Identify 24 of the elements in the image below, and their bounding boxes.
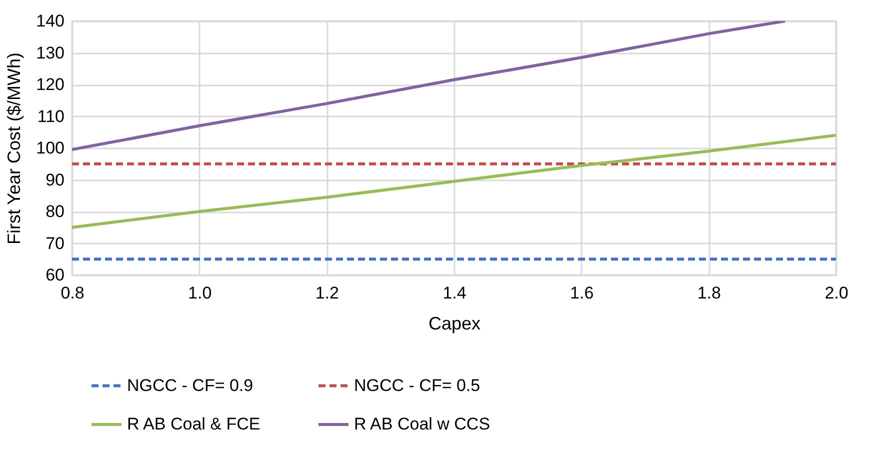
x-tick-label: 1.4 <box>442 284 466 302</box>
x-tick-label: 0.8 <box>60 284 84 302</box>
y-tick-label: 80 <box>46 202 64 221</box>
y-tick-label: 110 <box>37 106 64 126</box>
line-series <box>72 134 836 229</box>
y-tick-label: 60 <box>46 266 64 284</box>
line-series <box>72 21 787 152</box>
x-axis-title: Capex <box>428 314 481 334</box>
y-axis-title: First Year Cost ($/MWh) <box>4 52 24 245</box>
legend-label: NGCC - CF= 0.5 <box>354 376 480 395</box>
y-tick-label: 100 <box>36 138 64 158</box>
y-tick-label: 140 <box>36 12 64 30</box>
x-tick-label: 1.0 <box>188 284 212 302</box>
x-tick-label: 2.0 <box>824 284 848 302</box>
legend-label: R AB Coal & FCE <box>127 414 260 434</box>
y-tick-label: 70 <box>46 234 64 253</box>
y-tick-label: 130 <box>36 43 64 62</box>
legend-label: NGCC - CF= 0.9 <box>127 376 254 395</box>
x-tick-label: 1.8 <box>697 284 721 302</box>
legend-label: R AB Coal w CCS <box>354 414 490 434</box>
y-tick-label: 120 <box>36 75 64 94</box>
x-tick-label: 1.6 <box>570 284 594 302</box>
y-tick-label: 90 <box>46 170 64 190</box>
x-tick-label: 1.2 <box>315 284 339 302</box>
